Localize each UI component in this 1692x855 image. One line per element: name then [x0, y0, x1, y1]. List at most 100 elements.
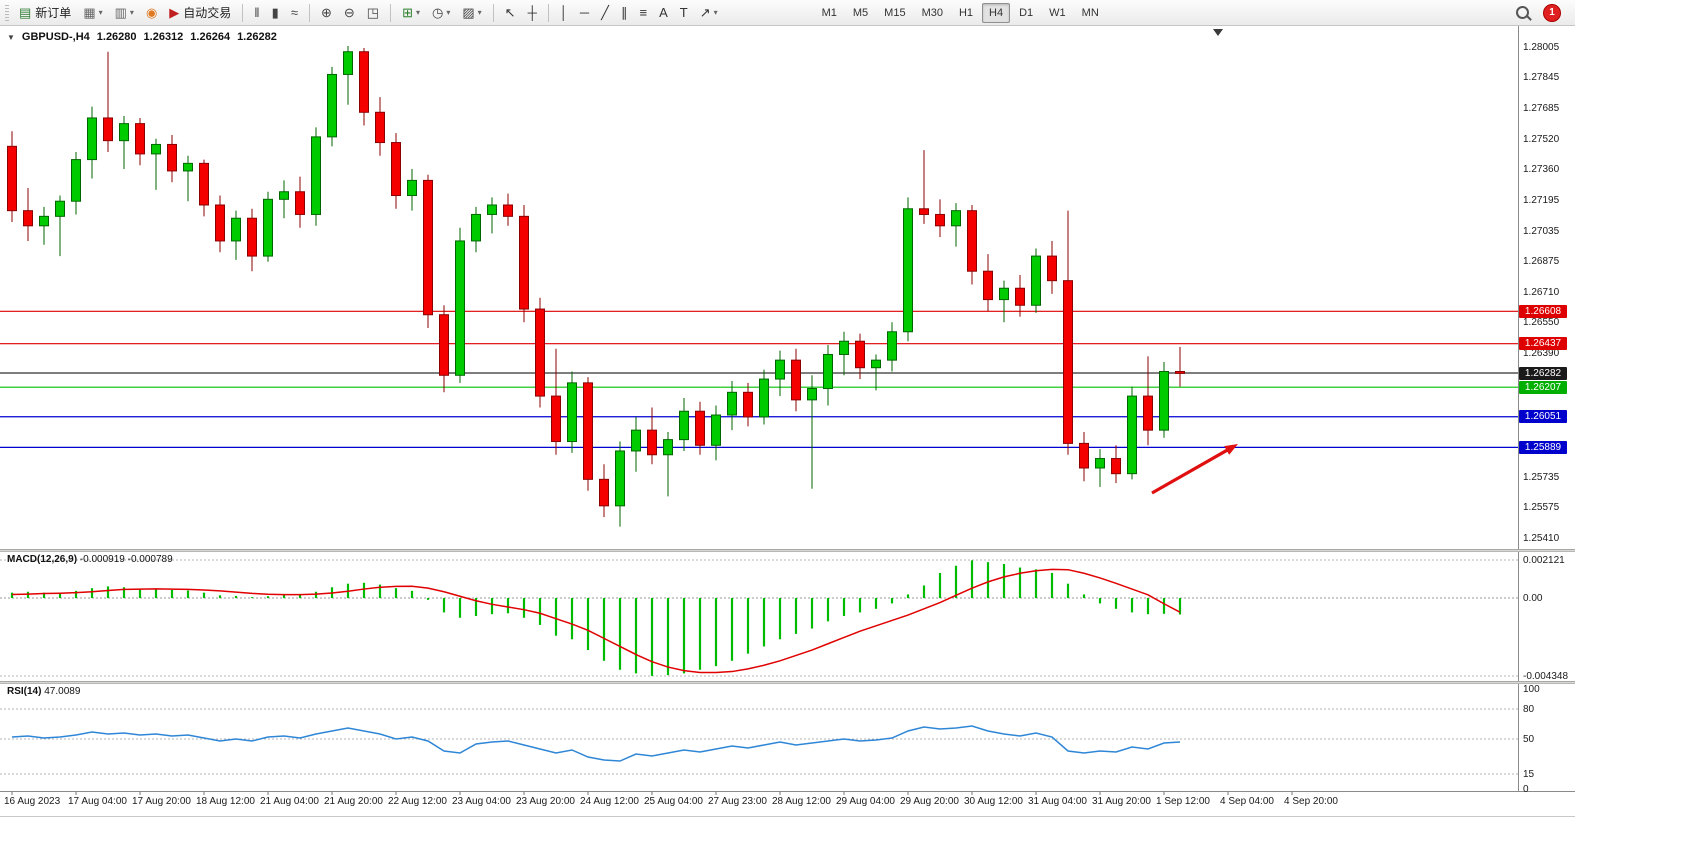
price-tick-1.26550: 1.26550	[1523, 317, 1560, 329]
macd-panel	[0, 559, 1518, 677]
rsi-scale-15: 15	[1523, 769, 1535, 780]
caret-down-icon: ▾	[415, 8, 420, 17]
text-icon: A	[659, 5, 668, 20]
timeframe-m1-button[interactable]: M1	[821, 6, 837, 19]
macd-value: -0.000919	[79, 554, 125, 565]
timeframe-w1-button[interactable]: W1	[1049, 6, 1066, 19]
price-badge-1.26282: 1.26282	[1519, 366, 1567, 380]
new-chart-button[interactable]: ▦ ▾	[78, 2, 107, 24]
rsi-scale-100: 100	[1523, 684, 1540, 695]
crosshair-icon: ┼	[527, 5, 537, 20]
panel-splitter-macd[interactable]	[0, 549, 1575, 552]
rsi-scale-80: 80	[1523, 704, 1535, 715]
caret-down-icon: ▾	[129, 8, 134, 17]
arrows-button[interactable]: ↗ ▾	[695, 2, 723, 24]
toolbar-separator	[547, 3, 549, 22]
caret-down-icon: ▾	[446, 8, 451, 17]
price-tick-1.26875: 1.26875	[1523, 255, 1560, 267]
price-tick-1.27360: 1.27360	[1523, 164, 1560, 176]
fibonacci-button[interactable]: ≡	[634, 2, 652, 24]
profiles-button[interactable]: ▥ ▾	[110, 2, 139, 24]
auto-trading-label: 自动交易	[183, 6, 232, 20]
time-label: 24 Aug 12:00	[580, 796, 639, 807]
macd-signal-value: -0.000789	[127, 554, 173, 565]
new-chart-icon: ▦	[83, 5, 96, 20]
candlesticks-button[interactable]: ▮	[267, 2, 284, 24]
rsi-scale-50: 50	[1523, 734, 1535, 745]
indicators-icon: ⊞	[402, 5, 413, 20]
auto-trading-icon: ▶	[169, 5, 180, 20]
timeframe-m5-button[interactable]: M5	[852, 6, 869, 19]
time-label: 25 Aug 04:00	[644, 796, 703, 807]
indicators-button[interactable]: ⊞ ▾	[397, 2, 425, 24]
toolbar-separator	[390, 3, 392, 22]
toolbar-separator	[492, 3, 494, 22]
channel-icon: ∥	[620, 5, 628, 20]
time-label: 31 Aug 04:00	[1028, 796, 1087, 807]
time-label: 29 Aug 04:00	[836, 796, 895, 807]
price-badge-1.25889: 1.25889	[1519, 440, 1567, 454]
time-label: 23 Aug 20:00	[516, 796, 575, 807]
timeframe-h4-button[interactable]: H4	[982, 2, 1011, 23]
new-order-icon: ▤	[19, 5, 32, 20]
community-button[interactable]: ◉	[141, 2, 162, 24]
zoom-in-button[interactable]: ⊕	[316, 2, 337, 24]
notification-badge[interactable]: 1	[1543, 3, 1561, 22]
new-order-button[interactable]: ▤ 新订单	[14, 2, 76, 24]
ohlc-open: 1.26280	[96, 31, 137, 43]
time-label: 18 Aug 12:00	[196, 796, 255, 807]
ohlc-bars-button[interactable]: ‖	[249, 2, 264, 24]
price-badge-1.26608: 1.26608	[1519, 304, 1567, 318]
time-label: 16 Aug 2023	[4, 796, 61, 807]
line-chart-button[interactable]: ≈	[286, 2, 303, 24]
chart-plot-area[interactable]	[0, 26, 1518, 549]
price-tick-1.26710: 1.26710	[1523, 287, 1560, 299]
vertical-line-button[interactable]: │	[555, 2, 573, 24]
timeframe-d1-button[interactable]: D1	[1019, 6, 1034, 19]
panel-splitter-rsi[interactable]	[0, 681, 1575, 684]
time-label: 1 Sep 12:00	[1156, 796, 1210, 807]
timeframe-mn-button[interactable]: MN	[1081, 6, 1099, 19]
zoom-in-icon: ⊕	[320, 5, 332, 20]
price-tick-1.26390: 1.26390	[1523, 347, 1560, 359]
symbol-label: GBPUSD-,H4	[21, 31, 90, 43]
time-axis-separator	[0, 791, 1575, 792]
timeframe-m30-button[interactable]: M30	[921, 6, 943, 19]
templates-button[interactable]: ▨ ▾	[457, 2, 486, 24]
rsi-label: RSI(14) 47.0089	[7, 686, 80, 697]
caret-down-icon: ▾	[713, 8, 718, 17]
horizontal-line-button[interactable]: ─	[575, 2, 594, 24]
tile-windows-button[interactable]: ◳	[362, 2, 384, 24]
candlesticks-icon: ▮	[271, 5, 279, 20]
caret-down-icon: ▾	[477, 8, 482, 17]
time-label: 17 Aug 20:00	[132, 796, 191, 807]
timeframe-m15-button[interactable]: M15	[884, 6, 906, 19]
cursor-icon: ↖	[504, 5, 516, 20]
templates-icon: ▨	[462, 5, 475, 20]
tile-windows-icon: ◳	[366, 5, 380, 20]
auto-trading-button[interactable]: ▶ 自动交易	[164, 2, 236, 24]
timeframe-h1-button[interactable]: H1	[958, 6, 974, 19]
label-icon: T	[679, 5, 688, 20]
toolbar-separator	[308, 3, 310, 22]
time-label: 23 Aug 04:00	[452, 796, 511, 807]
symbol-dropdown-icon[interactable]: ▼	[7, 32, 15, 42]
price-axis-separator	[1518, 26, 1519, 791]
price-tick-1.27195: 1.27195	[1523, 195, 1560, 207]
horizontal-line-icon: ─	[579, 5, 590, 20]
toolbar: ▤ 新订单 ▦ ▾ ▥ ▾ ◉ ▶ 自动交易 ‖ ▮ ≈ ⊕ ⊖ ◳ ⊞ ▾ ◷ ▾ ▨ ▾ ↖ ┼ │ ─ ╱ ∥ ≡ A T ↗ ▾ M1…	[0, 0, 1575, 26]
cursor-button[interactable]: ↖	[500, 2, 521, 24]
label-button[interactable]: T	[675, 2, 693, 24]
time-label: 29 Aug 20:00	[900, 796, 959, 807]
macd-signal-line	[11, 568, 1181, 674]
trendline-button[interactable]: ╱	[596, 2, 614, 24]
price-tick-1.27520: 1.27520	[1523, 133, 1560, 145]
zoom-out-button[interactable]: ⊖	[339, 2, 360, 24]
equidistant-channel-button[interactable]: ∥	[616, 2, 633, 24]
crosshair-button[interactable]: ┼	[523, 2, 542, 24]
periods-button[interactable]: ◷ ▾	[427, 2, 455, 24]
search-button[interactable]	[1511, 2, 1534, 24]
text-button[interactable]: A	[654, 2, 673, 24]
toolbar-grip[interactable]	[5, 4, 9, 21]
